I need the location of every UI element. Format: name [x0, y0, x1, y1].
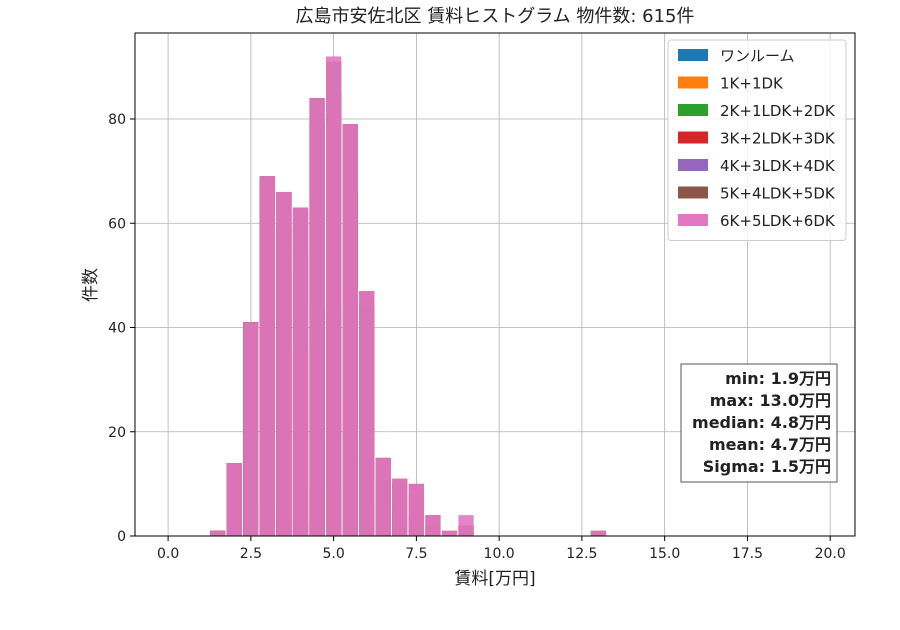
legend-swatch [678, 131, 708, 144]
legend: ワンルーム 1K+1DK 2K+1LDK+2DK 3K+2LDK+3DK 4K+3LDK… [667, 39, 847, 241]
legend-swatch [678, 104, 708, 116]
bar-series-6-bin-8 [342, 124, 358, 536]
stats-line: mean: 4.7万円 [709, 435, 831, 454]
x-tick-label: 5.0 [322, 546, 344, 562]
stats-line: median: 4.8万円 [692, 413, 831, 432]
histogram-bars [210, 56, 607, 537]
bar-series-6-bin-5 [292, 207, 309, 536]
stats-box-frame [680, 363, 838, 483]
legend-swatch [678, 186, 708, 199]
bar-series-6-bin-2 [243, 322, 259, 536]
x-tick-label: 10.0 [484, 546, 515, 562]
legend-label: 2K+1LDK+2DK [720, 102, 836, 120]
y-tick-label: 60 [108, 216, 126, 232]
x-tick-label: 12.5 [566, 546, 597, 562]
bar-series-6-bin-6 [309, 98, 325, 536]
bar-series-6-bin-10 [375, 457, 391, 536]
bar-series-6-bin-9 [359, 291, 375, 536]
legend-label: 4K+3LDK+4DK [720, 157, 836, 175]
x-tick-label: 0.0 [157, 546, 179, 562]
legend-label: 5K+4LDK+5DK [720, 185, 836, 203]
bar-series-6-bin-14 [441, 530, 458, 536]
x-axis-ticks: 0.0 2.5 5.0 7.5 10.0 12.5 15.0 17.5 20.0 [157, 536, 846, 562]
bar-series-6-bin-0 [210, 530, 226, 536]
y-axis-ticks: 0 20 40 60 80 [108, 112, 135, 545]
legend-swatch [678, 49, 708, 61]
stats-line: max: 13.0万円 [710, 391, 831, 410]
x-tick-label: 7.5 [405, 546, 427, 562]
legend-label: ワンルーム [720, 47, 795, 65]
legend-label: 1K+1DK [720, 75, 784, 93]
plot-frame [134, 32, 856, 537]
x-tick-label: 15.0 [649, 546, 680, 562]
stats-box: min: 1.9万円 max: 13.0万円 median: 4.8万円 mean: … [680, 363, 838, 483]
x-tick-label: 2.5 [240, 546, 262, 562]
legend-swatch [678, 159, 708, 171]
bar-series-6-bin-15 [458, 515, 474, 536]
y-tick-label: 0 [117, 529, 126, 545]
legend-swatch [678, 76, 708, 89]
bar-series-6-bin-16 [590, 530, 607, 536]
bar-series-6-bin-12 [408, 483, 424, 536]
legend-label: 6K+5LDK+6DK [720, 212, 836, 230]
x-tick-label: 17.5 [732, 546, 763, 562]
bar-series-6-bin-3 [259, 176, 276, 536]
y-tick-label: 80 [108, 112, 126, 128]
legend-swatch [678, 214, 708, 226]
legend-box [667, 39, 847, 241]
x-axis-label: 賃料[万円] [454, 569, 535, 589]
y-tick-label: 20 [108, 425, 126, 441]
bar-series-6-bin-4 [276, 191, 292, 536]
chart-title: 広島市安佐北区 賃料ヒストグラム 物件数: 615件 [295, 6, 694, 27]
bar-series-6-bin-13 [425, 515, 441, 536]
y-tick-label: 40 [108, 321, 126, 337]
y-axis-label: 件数 [81, 268, 101, 302]
bar-series-6-bin-7 [326, 56, 342, 536]
x-tick-label: 20.0 [815, 546, 846, 562]
stats-line: Sigma: 1.5万円 [703, 457, 831, 476]
bar-series-6-bin-1 [226, 463, 242, 536]
stats-line: min: 1.9万円 [725, 369, 831, 388]
legend-label: 3K+2LDK+3DK [720, 130, 836, 148]
bar-series-6-bin-11 [392, 478, 408, 536]
